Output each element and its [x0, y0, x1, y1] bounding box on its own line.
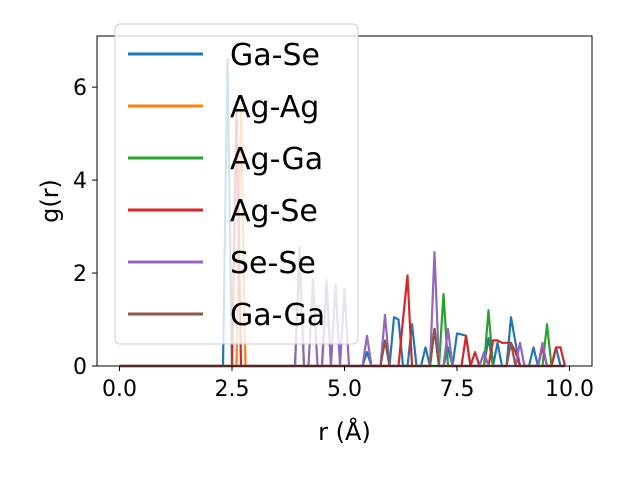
legend-label-ga-se: Ga-Se [230, 38, 320, 73]
y-tick-label: 0 [73, 355, 87, 380]
y-tick-label: 6 [73, 76, 87, 101]
series-line-ga-ga [119, 327, 565, 368]
legend-label-se-se: Se-Se [230, 246, 316, 281]
x-tick-label: 5.0 [327, 377, 362, 402]
x-tick-label: 2.5 [215, 377, 250, 402]
legend-label-ag-se: Ag-Se [230, 194, 318, 229]
x-axis: 0.0 2.5 5.0 7.5 10.0 [102, 366, 594, 402]
legend-label-ag-ag: Ag-Ag [230, 90, 319, 125]
x-axis-label: r (Å) [318, 417, 371, 446]
legend: Ga-Se Ag-Ag Ag-Ga Ag-Se Se-Se Ga-Ga [114, 23, 359, 345]
y-axis: 0 2 4 6 [73, 76, 97, 380]
legend-label-ga-ga: Ga-Ga [230, 298, 325, 333]
legend-box [114, 23, 359, 345]
legend-label-ag-ga: Ag-Ga [230, 142, 323, 177]
y-tick-label: 2 [73, 262, 87, 287]
x-tick-label: 10.0 [545, 377, 594, 402]
x-tick-label: 0.0 [102, 377, 137, 402]
y-tick-label: 4 [73, 169, 87, 194]
x-tick-label: 7.5 [440, 377, 475, 402]
y-axis-label: g(r) [36, 179, 64, 223]
